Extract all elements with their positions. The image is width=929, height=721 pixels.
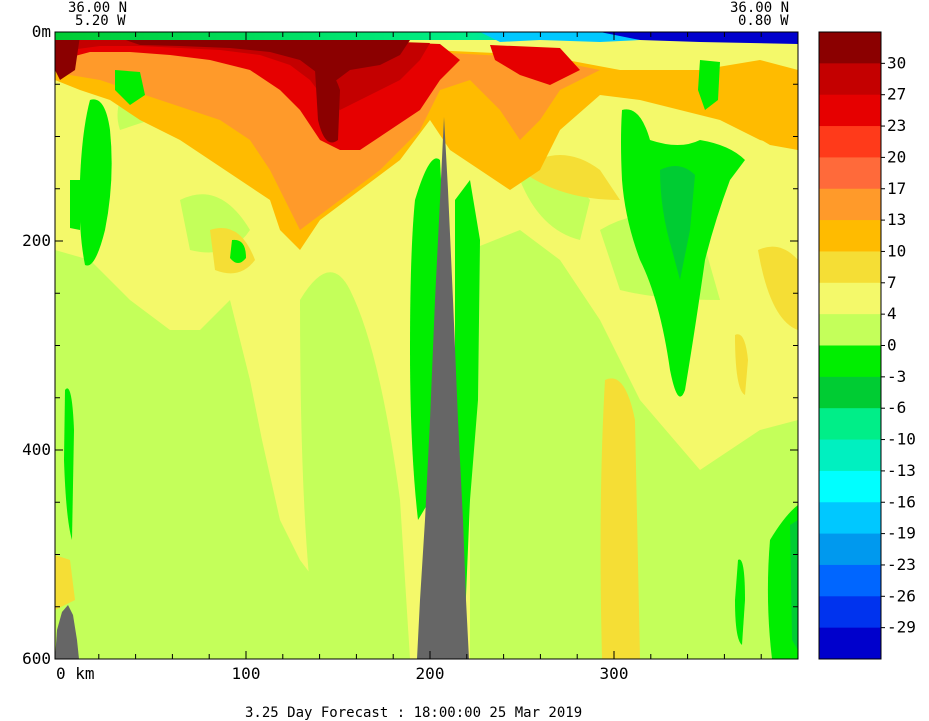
colorbar-swatch: [819, 627, 881, 660]
depth-label-top: 0m: [32, 22, 51, 41]
colorbar-label: 4: [887, 304, 897, 323]
colorbar-swatch: [819, 314, 881, 346]
colorbar-swatch: [819, 408, 881, 441]
distance-label: 0 km: [56, 664, 95, 683]
colorbar-swatch: [819, 564, 881, 597]
colorbar-label: -29: [887, 618, 916, 637]
colorbar-swatch: [819, 157, 881, 190]
colorbar-swatch: [819, 470, 881, 503]
depth-label: 400: [22, 440, 51, 459]
colorbar-label: 0: [887, 336, 897, 355]
colorbar-swatch: [819, 63, 881, 96]
left-corner-lon: 5.20 W: [75, 13, 126, 29]
colorbar-label: -10: [887, 430, 916, 449]
right-corner-lat: 36.00 N: [730, 0, 789, 16]
seafloor-left: [55, 605, 79, 659]
field-green: [64, 60, 798, 659]
surface-band: [55, 32, 798, 40]
colorbar-label: 20: [887, 147, 906, 166]
depth-label: 600: [22, 649, 51, 668]
colorbar-swatch: [819, 282, 881, 315]
colorbar-label: -26: [887, 586, 916, 605]
colorbar-swatch: [819, 596, 881, 629]
colorbar-swatch: [819, 32, 881, 64]
colorbar-label: -16: [887, 492, 916, 511]
colorbar-swatch: [819, 345, 881, 378]
colorbar-label: 17: [887, 179, 906, 198]
colorbar-swatch: [819, 220, 881, 252]
right-corner-lon: 0.80 W: [738, 13, 789, 29]
colorbar-label: 23: [887, 116, 906, 135]
colorbar-label: -23: [887, 555, 916, 574]
colorbar-label: 30: [887, 53, 906, 72]
distance-label: 300: [600, 664, 629, 683]
colorbar-swatch: [819, 188, 881, 221]
colorbar-label: -6: [887, 398, 906, 417]
left-corner-lat: 36.00 N: [68, 0, 127, 16]
colorbar: [819, 32, 881, 660]
surface-band-deep: [600, 32, 798, 44]
colorbar-swatch: [819, 439, 881, 472]
field-dark-green: [660, 166, 798, 650]
colorbar-labels: 30 27 23 20 17 13 10 7 4 0 -3 -6 -10 -13 -16 -19 -23 -26 -…: [881, 53, 916, 637]
colorbar-swatch: [819, 126, 881, 158]
colorbar-label: 13: [887, 210, 906, 229]
surface-band-cyan: [480, 32, 640, 42]
colorbar-swatch: [819, 94, 881, 127]
colorbar-label: 27: [887, 85, 906, 104]
colorbar-label: 10: [887, 241, 906, 260]
distance-axis: 0 km 100 200 300: [56, 32, 762, 683]
distance-label: 100: [232, 664, 261, 683]
colorbar-label: -19: [887, 524, 916, 543]
colorbar-swatch: [819, 251, 881, 284]
colorbar-swatch: [819, 376, 881, 409]
colorbar-swatch: [819, 502, 881, 535]
colorbar-swatch: [819, 533, 881, 566]
field-darkest-red: [55, 35, 410, 143]
depth-axis: 0m 200 400 600: [22, 22, 798, 668]
colorbar-label: -3: [887, 367, 906, 386]
depth-label: 200: [22, 231, 51, 250]
colorbar-label: -13: [887, 461, 916, 480]
forecast-caption: 3.25 Day Forecast : 18:00:00 25 Mar 2019: [245, 705, 582, 721]
plot-area: [55, 32, 798, 659]
distance-label: 200: [416, 664, 445, 683]
seafloor-ridge: [417, 117, 469, 659]
colorbar-label: 7: [887, 273, 897, 292]
